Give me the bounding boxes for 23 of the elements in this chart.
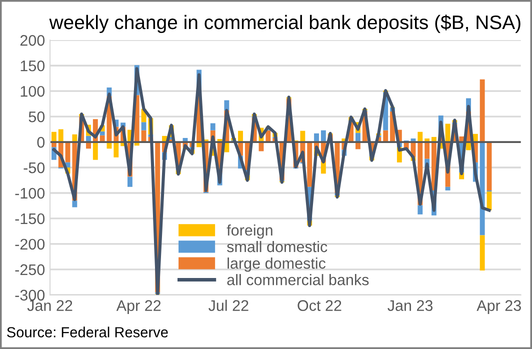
y-tick-label: 150	[20, 60, 45, 72]
y-tick-label: 100	[20, 86, 45, 97]
x-tick-label: Jan 22	[27, 300, 72, 311]
y-tick-label: -50	[24, 162, 45, 174]
y-tick-label: -150	[15, 213, 45, 224]
y-tick-label: -300	[15, 290, 45, 301]
y-tick-label: 0	[37, 136, 45, 148]
legend-label: large domestic	[228, 258, 326, 272]
legend-label: small domestic	[227, 240, 328, 252]
x-tick-label: Apr 23	[476, 300, 521, 314]
legend-label: all commercial banks	[227, 274, 369, 286]
y-tick-label: -100	[15, 188, 45, 199]
y-tick-label: -250	[15, 264, 45, 276]
x-tick-label: Jan 23	[388, 300, 433, 311]
source-note: Source: Federal Reserve	[7, 326, 168, 338]
x-tick-label: Apr 22	[116, 300, 161, 314]
y-tick-label: 200	[20, 35, 45, 46]
x-tick-label: Oct 22	[298, 300, 342, 311]
chart-title: weekly change in commercial bank deposits ($B, NSA)	[49, 14, 520, 34]
y-tick-label: 50	[28, 111, 45, 122]
legend-label: foreign	[226, 224, 272, 239]
x-tick-label: Jul 22	[208, 300, 248, 311]
y-tick-label: -200	[15, 238, 45, 250]
